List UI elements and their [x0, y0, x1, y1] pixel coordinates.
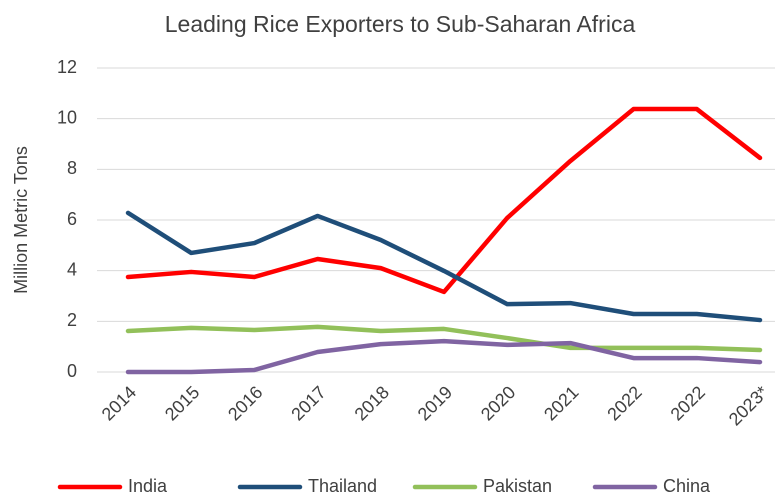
- series-line: [125, 338, 763, 375]
- y-tick-label: 8: [67, 158, 77, 178]
- x-tick-label: 2023*: [725, 382, 772, 429]
- legend-label: Pakistan: [483, 476, 552, 496]
- y-tick-label: 10: [57, 107, 77, 127]
- y-axis-title: Million Metric Tons: [11, 146, 31, 294]
- legend-label: China: [663, 476, 711, 496]
- x-tick-label: 2018: [351, 382, 393, 424]
- y-tick-label: 2: [67, 310, 77, 330]
- x-tick-label: 2015: [161, 382, 203, 424]
- x-tick-label: 2019: [414, 382, 456, 424]
- legend-label: India: [128, 476, 168, 496]
- y-tick-label: 6: [67, 209, 77, 229]
- legend-label: Thailand: [308, 476, 377, 496]
- x-tick-label: 2022: [603, 382, 645, 424]
- series-line: [125, 106, 763, 295]
- x-tick-label: 2021: [540, 382, 582, 424]
- series-line: [125, 210, 763, 323]
- y-tick-label: 0: [67, 361, 77, 381]
- x-tick-label: 2020: [477, 382, 519, 424]
- series-line: [125, 324, 763, 353]
- y-tick-label: 12: [57, 57, 77, 77]
- y-tick-label: 4: [67, 259, 77, 279]
- chart-title: Leading Rice Exporters to Sub-Saharan Af…: [165, 11, 636, 37]
- x-tick-label: 2016: [224, 382, 266, 424]
- x-tick-label: 2017: [287, 382, 329, 424]
- x-tick-label: 2014: [98, 382, 140, 424]
- x-tick-label: 2022: [667, 382, 709, 424]
